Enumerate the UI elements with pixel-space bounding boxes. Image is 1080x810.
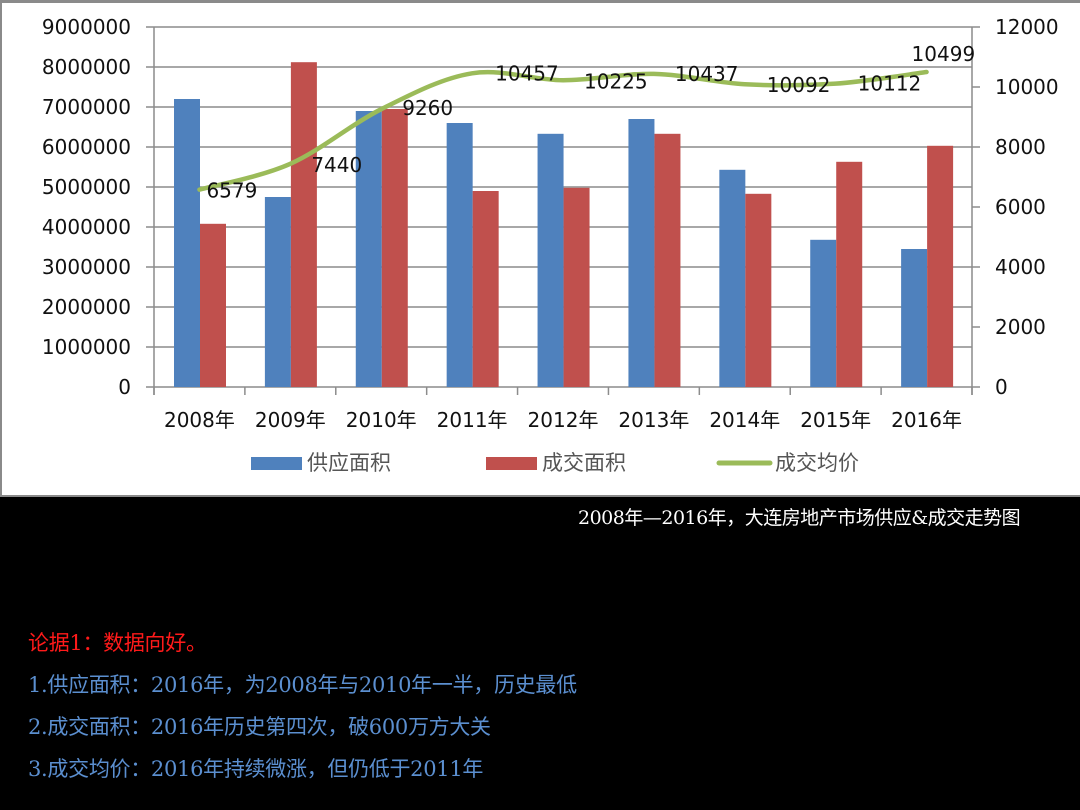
x-axis-category-label: 2011年 [437,408,508,432]
bar-supply [355,111,382,387]
price-data-label: 10225 [584,69,648,93]
bar-transaction [472,191,499,387]
right-axis-tick-label: 2000 [995,315,1046,339]
right-axis-tick-label: 0 [995,375,1008,399]
price-data-label: 7440 [311,153,362,177]
bar-supply [537,133,564,387]
x-axis-category-label: 2014年 [709,408,780,432]
bar-transaction [290,62,317,387]
left-axis-tick-label: 8000000 [42,55,131,79]
bar-transaction [927,145,954,387]
left-axis-tick-label: 4000000 [42,215,131,239]
bar-supply [901,249,928,387]
price-line [197,69,929,192]
x-axis-category-label: 2010年 [346,408,417,432]
bar-transaction [745,193,772,387]
bar-transaction [563,187,590,387]
chart-frame: 0 1000000 2000000 3000000 4000000 5000000 6000… [0,0,1080,497]
bar-supply [810,239,837,387]
price-data-label: 9260 [402,96,453,120]
note-item-supply: 1.供应面积：2016年，为2008年与2010年一半，历史最低 [28,673,577,697]
right-axis-tick-label: 4000 [995,255,1046,279]
x-axis-category-label: 2012年 [528,408,599,432]
bar-supply [446,123,473,387]
notes-block: 论据1：数据向好。 1.供应面积：2016年，为2008年与2010年一半，历史… [28,622,577,790]
left-axis-tick-label: 2000000 [42,295,131,319]
price-data-label: 10457 [495,61,559,85]
left-axis-tick-label: 7000000 [42,95,131,119]
left-axis-tick-label: 1000000 [42,335,131,359]
legend-label: 供应面积 [307,451,391,475]
bar-supply [719,169,746,387]
left-axis-tick-label: 6000000 [42,135,131,159]
bar-transaction [654,133,681,387]
left-axis-tick-label: 9000000 [42,15,131,39]
bar-supply [264,197,291,387]
right-axis-tick-label: 6000 [995,195,1046,219]
x-axis-category-label: 2015年 [800,408,871,432]
x-axis-category-label: 2016年 [891,408,962,432]
right-axis-tick-label: 12000 [995,15,1059,39]
legend-label: 成交面积 [542,451,626,475]
bar-supply [174,99,200,387]
bar-transaction [381,109,408,387]
left-axis-tick-label: 3000000 [42,255,131,279]
x-axis-category-label: 2009年 [255,408,326,432]
chart-caption: 2008年—2016年，大连房地产市场供应&成交走势图 [578,507,1021,529]
x-axis-category-label: 2013年 [618,408,689,432]
price-data-label: 10112 [858,72,922,96]
bar-transaction [200,223,226,387]
notes-title: 论据1：数据向好。 [28,631,207,655]
right-axis-tick-label: 8000 [995,135,1046,159]
note-item-transaction: 2.成交面积：2016年历史第四次，破600万方大关 [28,715,491,739]
x-axis-category-label: 2008年 [164,408,235,432]
price-data-label: 10499 [912,42,976,66]
legend-label: 成交均价 [775,451,859,475]
left-axis-tick-label: 0 [118,375,131,399]
combo-chart: 0 1000000 2000000 3000000 4000000 5000000 6000… [42,15,1059,475]
legend-swatch-supply [251,457,302,470]
left-axis-tick-label: 5000000 [42,175,131,199]
legend-swatch-transaction [486,457,537,470]
right-axis-tick-label: 10000 [995,75,1059,99]
price-data-label: 10092 [767,73,831,97]
price-data-label: 6579 [206,179,257,203]
price-data-label: 10437 [675,62,739,86]
note-item-price: 3.成交均价：2016年持续微涨，但仍低于2011年 [28,757,484,781]
bar-transaction [836,161,863,387]
bar-supply [628,119,655,387]
